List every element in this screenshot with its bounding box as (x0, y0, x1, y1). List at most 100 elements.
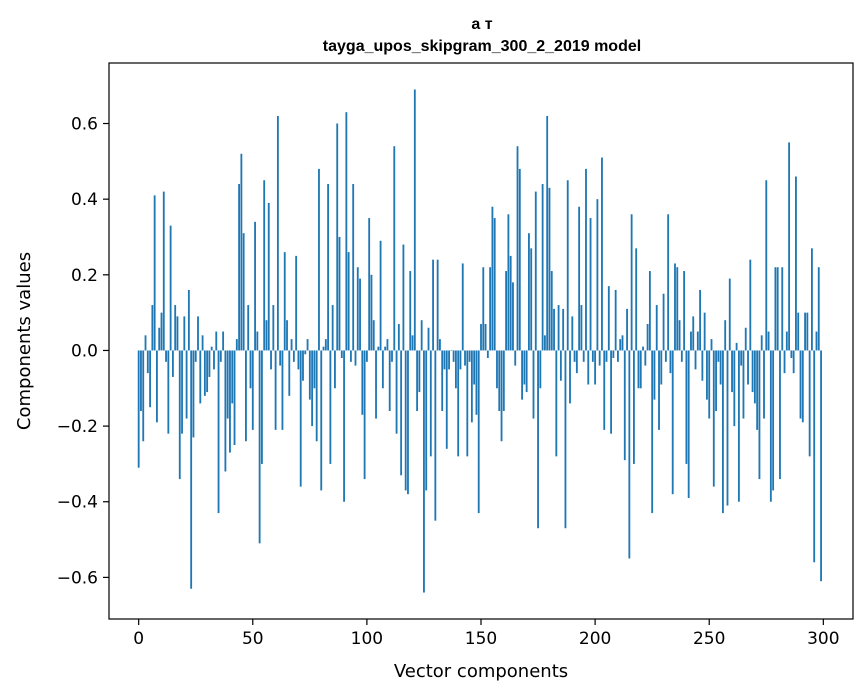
bar (571, 316, 574, 351)
bar (811, 248, 813, 351)
bar (226, 350, 229, 419)
bar (324, 339, 327, 351)
bar (516, 146, 519, 351)
x-axis-ticks: 0 50 100 150 200 250 300 (133, 619, 840, 649)
bar (190, 350, 193, 589)
bar (286, 320, 288, 351)
bar (397, 323, 400, 351)
bar (498, 350, 501, 411)
bar (724, 320, 727, 351)
y-tick-label: −0.6 (57, 568, 98, 588)
bar (315, 350, 318, 442)
bar (537, 350, 539, 529)
bar (404, 350, 407, 491)
bar (580, 305, 583, 351)
bar (178, 350, 181, 480)
bar (457, 350, 460, 457)
x-tick-label: 150 (465, 629, 497, 649)
bar (343, 350, 345, 502)
bar (418, 350, 421, 393)
bar (507, 214, 510, 351)
bar (553, 308, 555, 351)
chart-title: а т (471, 16, 492, 33)
bar (274, 350, 277, 430)
bar (302, 350, 304, 381)
x-tick-label: 200 (579, 629, 611, 649)
bar (694, 350, 697, 370)
bar (596, 199, 599, 351)
y-tick-label: 0.2 (71, 266, 98, 286)
bar (728, 278, 731, 351)
bar (797, 312, 800, 351)
bar (482, 267, 485, 351)
bar (683, 271, 686, 351)
bar (233, 350, 236, 446)
bar (518, 168, 521, 351)
bar (276, 115, 279, 351)
bar (630, 214, 633, 351)
bar (475, 350, 478, 415)
bar (562, 308, 565, 351)
bar (607, 286, 610, 351)
bar (635, 248, 638, 351)
bar (783, 350, 786, 374)
bar (461, 263, 464, 351)
plot-frame (108, 62, 854, 620)
bar (692, 316, 695, 351)
bar (199, 350, 202, 404)
bar (365, 350, 368, 362)
bar (710, 339, 713, 351)
bar (356, 267, 359, 351)
bar (384, 346, 387, 351)
bar (411, 335, 414, 351)
bar (582, 350, 585, 362)
bar (633, 350, 635, 464)
y-axis-ticks: −0.6 −0.4 −0.2 0.0 0.2 0.4 0.6 (57, 115, 109, 588)
bar (452, 350, 455, 362)
bar (377, 346, 380, 351)
bar (532, 350, 535, 419)
bar (443, 350, 446, 370)
x-axis-label: Vector components (394, 661, 568, 682)
bar (441, 350, 444, 411)
bar (489, 267, 492, 351)
bar (331, 305, 334, 351)
bar (290, 339, 293, 351)
bar (459, 350, 462, 370)
bar (222, 331, 225, 351)
bar (354, 350, 357, 366)
bar (528, 233, 530, 351)
bar (662, 293, 665, 351)
bar (664, 350, 667, 362)
bar (569, 350, 571, 404)
bar (318, 168, 320, 351)
bar (477, 350, 480, 514)
bar (454, 350, 457, 389)
bar (402, 244, 405, 351)
bar (648, 271, 651, 351)
bar (651, 350, 654, 514)
y-tick-label: −0.2 (57, 417, 98, 437)
bar (249, 350, 252, 389)
bar (617, 350, 619, 362)
bar (229, 350, 231, 453)
bar (756, 350, 759, 430)
bar (680, 350, 683, 362)
bar (359, 278, 361, 351)
bar (779, 350, 781, 480)
bar (423, 350, 425, 593)
bar (174, 305, 177, 351)
bar (436, 259, 439, 351)
bar (514, 350, 517, 366)
bar (685, 350, 688, 464)
bar (763, 350, 765, 419)
bar (726, 350, 729, 506)
bar (158, 327, 161, 351)
bar (450, 350, 453, 351)
bar (550, 271, 553, 351)
bar (815, 331, 818, 351)
bar (639, 350, 642, 389)
bar (621, 335, 624, 351)
bar (254, 221, 256, 351)
bar (425, 350, 428, 491)
